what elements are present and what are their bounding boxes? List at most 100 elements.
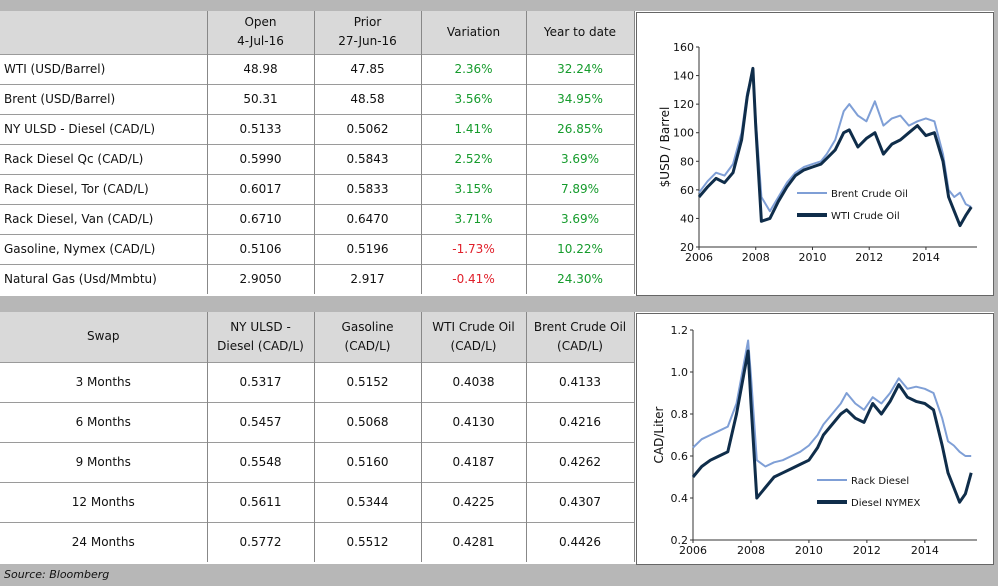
source-note: Source: Bloomberg [4,568,110,581]
y-tick-label: 1.2 [671,324,689,337]
gasoline-value: 0.5068 [314,401,422,442]
variation-value: 1.41% [421,113,527,144]
variation-value: -1.73% [421,233,527,264]
open-value: 48.98 [207,53,315,84]
row-label: Brent (USD/Barrel) [0,83,208,114]
swap-term: 6 Months [0,401,208,442]
x-tick-label: 2012 [853,544,881,557]
legend-label: Brent Crude Oil [831,189,908,200]
open-value: 0.5990 [207,143,315,174]
price-row: WTI (USD/Barrel) 48.98 47.85 2.36% 32.24% [0,53,635,84]
swap-term: 12 Months [0,481,208,522]
y-tick-label: 140 [673,70,694,83]
price-row: NY ULSD - Diesel (CAD/L) 0.5133 0.5062 1.41… [0,113,635,144]
swap-row: 12 Months 0.5611 0.5344 0.4225 0.4307 [0,481,635,522]
prior-value: 0.5062 [314,113,422,144]
y-tick-label: 1.0 [671,366,689,379]
ulsd-value: 0.5457 [207,401,315,442]
ulsd-value: 0.5772 [207,521,315,562]
y-tick-label: 100 [673,127,694,140]
price-table-header: Open 4-Jul-16 Prior 27-Jun-16 Variation Ye… [0,11,635,54]
series-line-secondary [697,66,973,228]
x-tick-label: 2010 [795,544,823,557]
prior-value: 2.917 [314,263,422,294]
y-axis-title: $USD / Barrel [658,107,672,188]
variation-value: 2.52% [421,143,527,174]
swap-table-header: Swap NY ULSD - Diesel (CAD/L) Gasoline (CA… [0,312,635,362]
price-table: Open 4-Jul-16 Prior 27-Jun-16 Variation Ye… [0,11,635,294]
x-tick-label: 2006 [679,544,707,557]
ytd-value: 3.69% [526,143,635,174]
x-tick-label: 2006 [685,251,713,264]
open-value: 0.5106 [207,233,315,264]
wti-value: 0.4281 [421,521,527,562]
series-line-secondary [691,349,973,504]
bottom-frame-band [0,564,998,586]
series-line-primary [692,339,972,468]
swap-row: 9 Months 0.5548 0.5160 0.4187 0.4262 [0,441,635,482]
swap-term: 24 Months [0,521,208,562]
x-tick-label: 2014 [911,544,939,557]
prior-value: 48.58 [314,83,422,114]
header-cell-gasoline: Gasoline (CAD/L) [314,312,422,362]
ytd-value: 7.89% [526,173,635,204]
variation-value: 2.36% [421,53,527,84]
open-value: 50.31 [207,83,315,114]
header-cell-open: Open 4-Jul-16 [207,11,315,54]
variation-value: 3.15% [421,173,527,204]
y-tick-label: 160 [673,41,694,54]
y-axis-title: CAD/Liter [652,406,666,463]
variation-value: -0.41% [421,263,527,294]
ytd-value: 10.22% [526,233,635,264]
variation-value: 3.71% [421,203,527,234]
header-cell-swap: Swap [0,312,208,362]
diesel-chart-panel: 0.2 0.4 0.6 0.8 1.0 1.2 2006 2008 2010 2012 2014 CA… [636,313,994,565]
crude-oil-chart-panel: 20 40 60 80 100 120 140 160 2006 2008 2010 2012 2014… [636,12,994,296]
swap-row: 6 Months 0.5457 0.5068 0.4130 0.4216 [0,401,635,442]
header-cell-wti: WTI Crude Oil (CAD/L) [421,312,527,362]
swap-table: Swap NY ULSD - Diesel (CAD/L) Gasoline (CA… [0,312,635,562]
y-tick-label: 120 [673,98,694,111]
ulsd-value: 0.5548 [207,441,315,482]
crude-oil-chart: 20 40 60 80 100 120 140 160 2006 2008 2010 2012 2014… [658,41,977,264]
row-label: NY ULSD - Diesel (CAD/L) [0,113,208,144]
brent-value: 0.4262 [526,441,635,482]
swap-term: 3 Months [0,361,208,402]
y-tick-label: 60 [680,184,694,197]
wti-value: 0.4130 [421,401,527,442]
prior-value: 0.5843 [314,143,422,174]
brent-value: 0.4216 [526,401,635,442]
price-row: Natural Gas (Usd/Mmbtu) 2.9050 2.917 -0.41%… [0,263,635,294]
brent-value: 0.4426 [526,521,635,562]
middle-divider-band [0,296,998,312]
y-tick-label: 0.6 [671,450,689,463]
prior-value: 0.5196 [314,233,422,264]
gasoline-value: 0.5160 [314,441,422,482]
header-cell-label [0,11,208,54]
row-label: WTI (USD/Barrel) [0,53,208,84]
swap-row: 3 Months 0.5317 0.5152 0.4038 0.4133 [0,361,635,402]
legend-label: Diesel NYMEX [851,498,920,509]
header-cell-brent: Brent Crude Oil (CAD/L) [526,312,635,362]
swap-row: 24 Months 0.5772 0.5512 0.4281 0.4426 [0,521,635,562]
y-tick-label: 20 [680,241,694,254]
wti-value: 0.4038 [421,361,527,402]
ytd-value: 24.30% [526,263,635,294]
swap-term: 9 Months [0,441,208,482]
open-value: 2.9050 [207,263,315,294]
row-label: Natural Gas (Usd/Mmbtu) [0,263,208,294]
ytd-value: 3.69% [526,203,635,234]
y-tick-label: 0.2 [671,534,689,547]
price-row: Gasoline, Nymex (CAD/L) 0.5106 0.5196 -1.73… [0,233,635,264]
open-value: 0.6710 [207,203,315,234]
y-tick-label: 40 [680,212,694,225]
gasoline-value: 0.5344 [314,481,422,522]
gasoline-value: 0.5512 [314,521,422,562]
right-edge-band [994,0,998,586]
x-tick-label: 2014 [912,251,940,264]
price-row: Rack Diesel Qc (CAD/L) 0.5990 0.5843 2.52% 3… [0,143,635,174]
y-tick-label: 0.8 [671,408,689,421]
wti-value: 0.4225 [421,481,527,522]
x-tick-label: 2010 [798,251,826,264]
legend-label: Rack Diesel [851,476,909,487]
